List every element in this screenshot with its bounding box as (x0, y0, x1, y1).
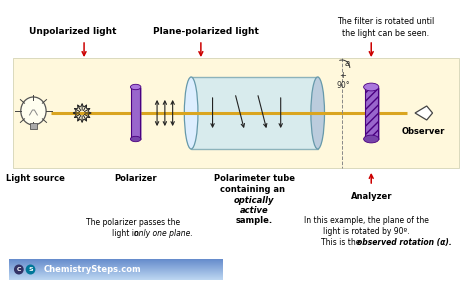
Text: S: S (28, 267, 33, 272)
Bar (9, 274, 223, 275)
Bar (9, 263, 223, 264)
Ellipse shape (311, 77, 325, 149)
Ellipse shape (14, 265, 24, 274)
Ellipse shape (364, 83, 379, 91)
Text: The polarizer passes the: The polarizer passes the (86, 218, 180, 227)
Text: C: C (17, 267, 21, 272)
Bar (9, 279, 223, 280)
Bar (9, 271, 223, 272)
Ellipse shape (26, 265, 36, 274)
Bar (9, 262, 223, 263)
Text: active: active (240, 206, 269, 215)
Bar (9, 273, 223, 274)
Ellipse shape (21, 97, 46, 125)
Bar (9, 269, 223, 270)
Text: This is the: This is the (320, 238, 362, 247)
Text: sample.: sample. (236, 216, 273, 225)
Bar (9, 277, 223, 278)
Bar (367, 88, 380, 140)
Bar (9, 278, 223, 279)
Text: only one plane.: only one plane. (134, 229, 192, 238)
Bar (9, 270, 223, 271)
Bar (365, 87, 378, 139)
Bar (9, 268, 223, 269)
Bar (9, 276, 223, 277)
Text: The filter is rotated until
the light can be seen.: The filter is rotated until the light ca… (337, 17, 435, 38)
Bar (9, 272, 223, 273)
Bar (9, 259, 223, 260)
Polygon shape (415, 106, 433, 120)
Bar (133, 88, 142, 140)
Text: +: + (339, 71, 346, 80)
Bar (9, 275, 223, 276)
Text: 90°: 90° (336, 81, 350, 90)
Text: Light source: Light source (6, 174, 65, 183)
Bar (9, 267, 223, 268)
Ellipse shape (184, 77, 198, 149)
Text: light is rotated by 90º.: light is rotated by 90º. (323, 227, 410, 236)
Text: Observer: Observer (402, 127, 446, 136)
Text: light in: light in (112, 229, 142, 238)
Text: In this example, the plane of the: In this example, the plane of the (304, 216, 429, 225)
Bar (9, 265, 223, 266)
Text: observed rotation (α).: observed rotation (α). (356, 238, 451, 247)
Bar (29, 123, 37, 129)
Text: Polarimeter tube: Polarimeter tube (214, 174, 295, 183)
Text: optically: optically (234, 196, 274, 205)
Text: Unpolarized light: Unpolarized light (28, 27, 116, 36)
Text: Polarizer: Polarizer (114, 174, 157, 183)
Ellipse shape (364, 135, 379, 143)
Bar (9, 264, 223, 265)
Text: a: a (345, 59, 350, 68)
Text: Analyzer: Analyzer (350, 192, 392, 201)
Text: containing an: containing an (220, 185, 288, 194)
Text: ChemistrySteps.com: ChemistrySteps.com (43, 265, 141, 274)
Bar (13, 58, 459, 168)
Bar (9, 266, 223, 267)
Bar (9, 260, 223, 261)
Bar (9, 261, 223, 262)
Bar (131, 87, 140, 139)
Ellipse shape (130, 84, 141, 90)
Ellipse shape (130, 136, 141, 142)
Text: Plane-polarized light: Plane-polarized light (153, 27, 259, 36)
Bar (191, 77, 318, 149)
